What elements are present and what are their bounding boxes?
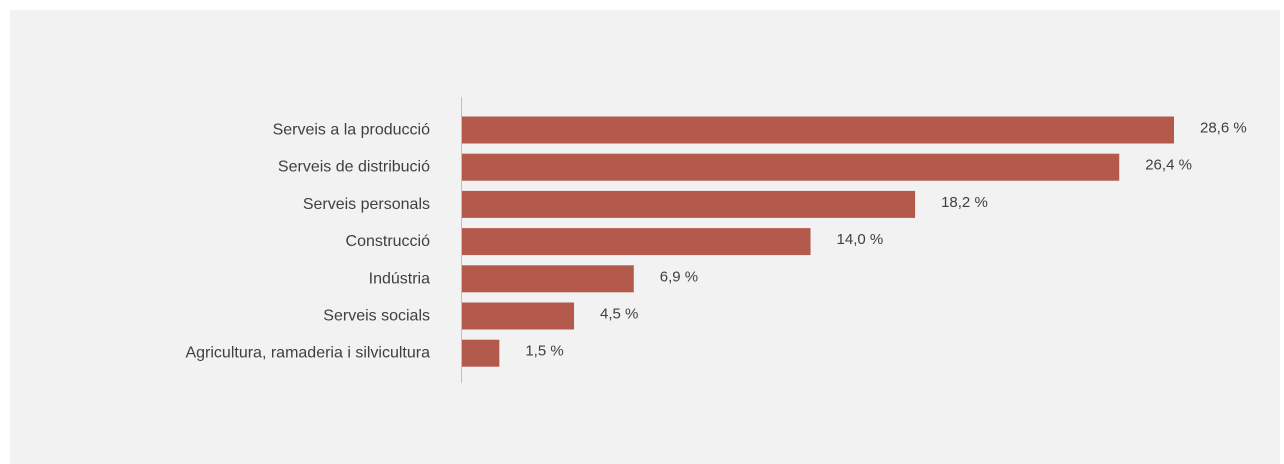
category-label: Indústria (369, 270, 430, 287)
category-label: Serveis personals (303, 196, 430, 213)
category-label: Serveis a la producció (273, 122, 431, 139)
category-label: Serveis socials (323, 308, 430, 325)
category-label: Serveis de distribució (278, 159, 430, 176)
value-label: 26,4 % (1145, 157, 1192, 174)
bar-2 (462, 190, 916, 218)
value-label: 1,5 % (525, 343, 563, 360)
value-label: 14,0 % (837, 231, 884, 248)
category-label-group: Serveis a la producció Serveis de distrib… (185, 122, 430, 362)
bar-4 (462, 265, 634, 293)
bar-5 (462, 302, 575, 330)
value-label: 6,9 % (660, 268, 698, 285)
bar-1 (462, 153, 1120, 181)
value-label: 4,5 % (600, 306, 638, 323)
value-label-group: 28,6 % 26,4 % 18,2 % 14,0 % 6,9 % 4,5 % 1,5 % (525, 120, 1246, 360)
value-label: 28,6 % (1200, 120, 1247, 137)
bar-0 (462, 116, 1174, 144)
bar-6 (462, 339, 500, 367)
bar-3 (462, 228, 811, 256)
bar-group (462, 116, 1174, 367)
category-label: Agricultura, ramaderia i silvicultura (185, 345, 430, 362)
value-label: 18,2 % (941, 194, 988, 211)
category-label: Construcció (346, 233, 431, 250)
